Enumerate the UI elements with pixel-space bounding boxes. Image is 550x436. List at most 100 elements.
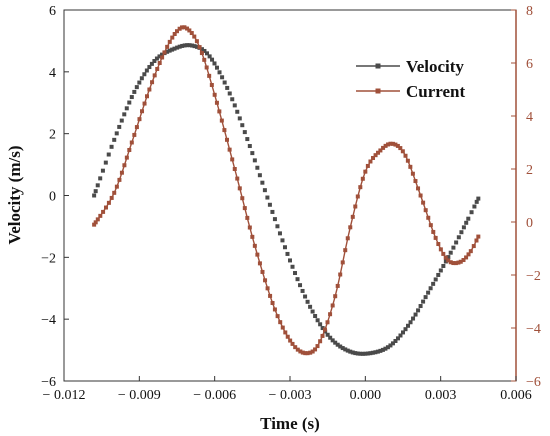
data-point-current xyxy=(227,147,232,152)
data-point-velocity xyxy=(214,65,219,70)
data-point-velocity xyxy=(353,351,358,356)
data-point-velocity xyxy=(114,131,119,136)
data-point-current xyxy=(293,345,298,350)
data-point-current xyxy=(348,225,353,230)
data-point-current xyxy=(92,222,97,227)
data-point-velocity xyxy=(175,45,180,50)
x-tick-label: 0.003 xyxy=(425,388,457,403)
data-point-current xyxy=(418,193,423,198)
data-point-current xyxy=(330,303,335,308)
data-point-velocity xyxy=(395,336,400,341)
data-point-velocity xyxy=(438,268,443,273)
data-point-velocity xyxy=(93,189,98,194)
data-point-velocity xyxy=(355,351,360,356)
data-point-current xyxy=(278,320,283,325)
x-tick-label: 0.000 xyxy=(350,388,382,403)
data-point-velocity xyxy=(300,288,305,293)
data-point-current xyxy=(350,214,355,219)
data-point-current xyxy=(185,26,190,31)
legend-current-label: Current xyxy=(406,82,466,101)
legend-velocity-marker xyxy=(375,63,381,69)
data-point-velocity xyxy=(182,43,187,48)
data-point-current xyxy=(453,261,458,266)
data-point-velocity xyxy=(288,258,292,263)
legend-velocity-label: Velocity xyxy=(406,57,464,76)
data-point-velocity xyxy=(335,342,340,347)
data-point-current xyxy=(333,294,338,299)
x-tick-label: 0.006 xyxy=(500,388,532,403)
data-point-velocity xyxy=(303,294,308,299)
data-point-velocity xyxy=(318,322,323,327)
data-point-current xyxy=(212,92,217,97)
data-point-current xyxy=(386,142,391,147)
data-point-current xyxy=(252,243,257,248)
data-point-current xyxy=(194,39,199,44)
data-point-current xyxy=(137,117,142,122)
series-current xyxy=(92,25,481,356)
data-point-current xyxy=(202,57,207,62)
data-point-current xyxy=(177,26,182,31)
data-point-current xyxy=(438,247,443,252)
data-point-velocity xyxy=(375,349,380,354)
data-point-current xyxy=(451,261,456,266)
data-point-current xyxy=(313,347,318,352)
data-point-velocity xyxy=(144,68,149,73)
data-point-velocity xyxy=(260,180,265,185)
data-point-velocity xyxy=(290,264,295,269)
data-point-current xyxy=(310,349,315,354)
y2-tick-label: 6 xyxy=(526,57,533,72)
data-point-current xyxy=(172,32,177,36)
data-point-current xyxy=(308,350,313,355)
data-point-velocity xyxy=(315,318,320,323)
data-point-current xyxy=(98,213,103,218)
data-point-velocity xyxy=(152,59,157,64)
data-point-velocity xyxy=(132,89,137,94)
data-point-current xyxy=(242,206,247,211)
data-point-velocity xyxy=(426,290,431,295)
data-point-current xyxy=(400,149,405,154)
data-point-velocity xyxy=(328,335,333,340)
data-point-velocity xyxy=(106,152,111,157)
data-point-current xyxy=(230,157,235,162)
data-point-velocity xyxy=(142,72,147,77)
data-point-velocity xyxy=(177,44,182,49)
data-point-current xyxy=(423,208,428,213)
data-point-current xyxy=(129,140,134,145)
data-point-current xyxy=(134,125,139,130)
data-point-velocity xyxy=(393,338,398,343)
data-point-velocity xyxy=(250,151,255,156)
data-point-velocity xyxy=(451,245,456,250)
data-point-current xyxy=(199,51,204,56)
data-point-current xyxy=(476,234,481,239)
legend: Velocity Current xyxy=(356,57,466,101)
data-point-current xyxy=(383,143,388,148)
data-point-velocity xyxy=(280,238,285,243)
y2-tick-label: 0 xyxy=(526,216,533,231)
data-point-current xyxy=(147,87,152,92)
data-point-current xyxy=(468,249,473,254)
data-point-velocity xyxy=(308,304,313,309)
y-tick-label: 0 xyxy=(49,190,56,205)
data-point-current xyxy=(270,300,275,305)
data-point-velocity xyxy=(380,347,385,352)
y2-tick-label: 4 xyxy=(526,110,533,125)
data-point-velocity xyxy=(378,348,383,353)
data-point-velocity xyxy=(305,299,310,304)
data-point-current xyxy=(358,185,363,190)
data-point-current xyxy=(300,350,305,355)
data-point-current xyxy=(250,234,255,239)
data-point-velocity xyxy=(170,47,175,52)
data-point-velocity xyxy=(232,103,237,108)
data-point-velocity xyxy=(360,351,365,356)
legend-current-marker xyxy=(375,88,381,94)
data-point-current xyxy=(318,339,323,344)
data-point-current xyxy=(182,25,187,30)
x-axis-title: Time (s) xyxy=(260,414,320,433)
data-point-current xyxy=(474,238,479,243)
data-point-velocity xyxy=(416,308,421,313)
data-point-current xyxy=(464,255,469,260)
y-tick-label: 4 xyxy=(49,66,56,81)
data-point-current xyxy=(119,170,124,175)
data-point-velocity xyxy=(252,158,257,163)
data-point-velocity xyxy=(293,271,298,276)
